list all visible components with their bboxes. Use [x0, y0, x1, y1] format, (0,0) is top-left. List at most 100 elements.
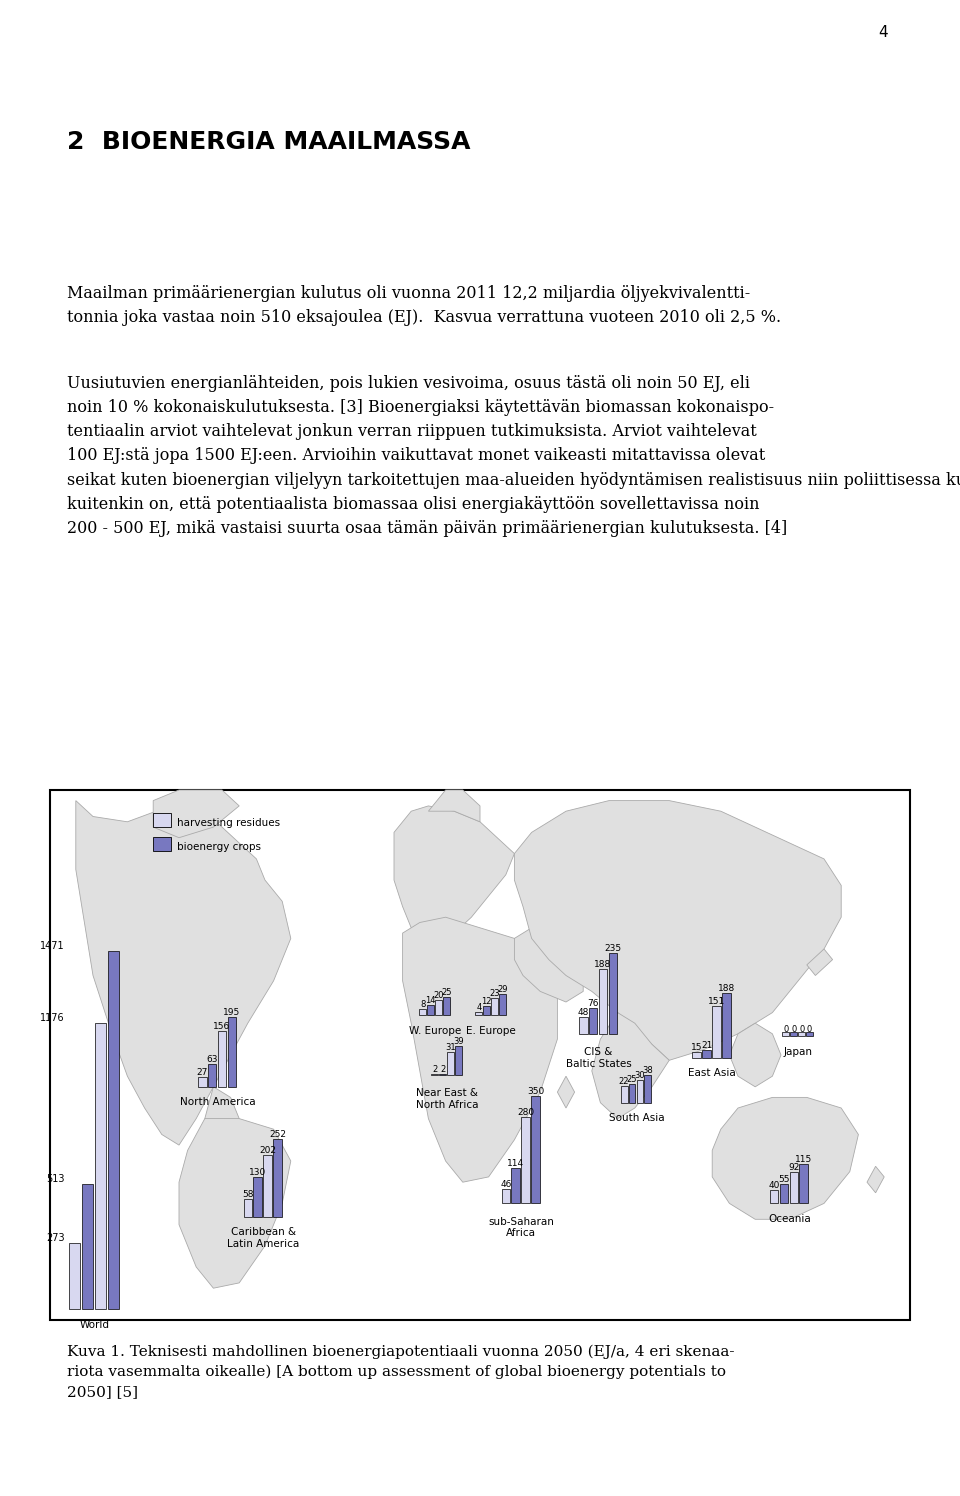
- Bar: [198, 1077, 206, 1086]
- Bar: [780, 1185, 788, 1203]
- Text: Maailman primäärienergian kulutus oli vuonna 2011 12,2 miljardia öljyekvivalentt: Maailman primäärienergian kulutus oli vu…: [67, 286, 781, 326]
- Text: 273: 273: [46, 1233, 64, 1243]
- Bar: [244, 1198, 252, 1216]
- Polygon shape: [730, 1023, 781, 1086]
- Bar: [154, 814, 171, 827]
- Text: World: World: [80, 1319, 109, 1330]
- Bar: [588, 1008, 597, 1034]
- Bar: [447, 1052, 454, 1076]
- Bar: [770, 1189, 779, 1203]
- Text: 46: 46: [500, 1180, 512, 1189]
- Text: 48: 48: [578, 1008, 588, 1017]
- Text: 55: 55: [779, 1176, 790, 1185]
- Bar: [218, 1031, 227, 1086]
- Text: 350: 350: [527, 1086, 544, 1095]
- Polygon shape: [50, 790, 910, 1319]
- Text: Uusiutuvien energianlähteiden, pois lukien vesivoima, osuus tästä oli noin 50 EJ: Uusiutuvien energianlähteiden, pois luki…: [67, 375, 960, 537]
- Text: 115: 115: [795, 1155, 812, 1164]
- Polygon shape: [558, 1076, 575, 1109]
- Bar: [253, 1177, 262, 1216]
- Text: 252: 252: [269, 1129, 286, 1138]
- Polygon shape: [154, 790, 239, 838]
- Bar: [722, 993, 731, 1058]
- Polygon shape: [428, 790, 480, 821]
- Bar: [798, 1032, 805, 1037]
- Text: Japan: Japan: [783, 1047, 813, 1058]
- Text: W. Europe: W. Europe: [409, 1026, 462, 1035]
- Text: 4: 4: [878, 25, 888, 40]
- Text: 8: 8: [420, 1001, 425, 1010]
- Text: 27: 27: [197, 1068, 208, 1077]
- Text: 14: 14: [425, 996, 436, 1005]
- Text: 21: 21: [701, 1041, 712, 1050]
- Bar: [703, 1050, 711, 1058]
- Text: East Asia: East Asia: [688, 1068, 736, 1079]
- Text: 130: 130: [249, 1168, 266, 1177]
- Bar: [609, 953, 617, 1034]
- Text: 63: 63: [206, 1055, 218, 1064]
- Polygon shape: [402, 917, 558, 1182]
- Bar: [501, 1189, 510, 1203]
- Bar: [207, 1064, 216, 1086]
- Text: Near East &
North Africa: Near East & North Africa: [416, 1089, 479, 1110]
- Bar: [108, 951, 119, 1309]
- Bar: [263, 1155, 272, 1216]
- Text: 2: 2: [432, 1065, 438, 1074]
- Text: 0: 0: [791, 1025, 797, 1034]
- Text: 2  BIOENERGIA MAAILMASSA: 2 BIOENERGIA MAAILMASSA: [67, 130, 470, 154]
- Text: 76: 76: [588, 999, 599, 1008]
- Text: CIS &
Baltic States: CIS & Baltic States: [565, 1047, 632, 1068]
- Text: Oceania: Oceania: [768, 1213, 811, 1224]
- Polygon shape: [179, 1119, 291, 1288]
- Text: 202: 202: [259, 1146, 276, 1155]
- Bar: [599, 969, 608, 1034]
- Polygon shape: [806, 948, 832, 975]
- Text: harvesting residues: harvesting residues: [178, 818, 280, 829]
- Bar: [512, 1168, 520, 1203]
- Polygon shape: [515, 800, 841, 1061]
- Bar: [455, 1046, 462, 1076]
- Bar: [95, 1023, 106, 1309]
- Text: 40: 40: [768, 1180, 780, 1189]
- Polygon shape: [515, 928, 584, 1002]
- Text: 0: 0: [799, 1025, 804, 1034]
- Bar: [621, 1086, 628, 1103]
- Bar: [435, 1001, 443, 1016]
- Text: South Asia: South Asia: [609, 1113, 664, 1123]
- Bar: [483, 1007, 491, 1016]
- Text: 20: 20: [434, 992, 444, 1001]
- Text: North America: North America: [180, 1098, 255, 1107]
- Text: 114: 114: [507, 1159, 524, 1168]
- Bar: [69, 1243, 81, 1309]
- Polygon shape: [204, 1086, 239, 1129]
- Text: 25: 25: [442, 987, 452, 996]
- Text: 29: 29: [497, 984, 508, 993]
- Text: 31: 31: [445, 1043, 456, 1052]
- Bar: [800, 1164, 808, 1203]
- Text: 151: 151: [708, 996, 725, 1005]
- Polygon shape: [867, 1167, 884, 1192]
- Bar: [492, 998, 498, 1016]
- Bar: [790, 1032, 797, 1037]
- Text: 188: 188: [594, 960, 612, 969]
- Text: 15: 15: [691, 1044, 703, 1053]
- Bar: [82, 1185, 93, 1309]
- Bar: [712, 1005, 721, 1058]
- Bar: [427, 1005, 434, 1016]
- Text: 235: 235: [604, 944, 621, 953]
- Bar: [274, 1138, 282, 1216]
- Polygon shape: [591, 1013, 669, 1119]
- Text: 0: 0: [783, 1025, 788, 1034]
- Text: bioenergy crops: bioenergy crops: [178, 842, 261, 853]
- Text: 188: 188: [718, 984, 735, 993]
- Polygon shape: [394, 806, 515, 938]
- Bar: [444, 996, 450, 1016]
- Text: Kuva 1. Teknisesti mahdollinen bioenergiapotentiaali vuonna 2050 (EJ/a, 4 eri sk: Kuva 1. Teknisesti mahdollinen bioenergi…: [67, 1345, 734, 1399]
- Text: 1471: 1471: [40, 941, 64, 951]
- Bar: [531, 1095, 540, 1203]
- Bar: [499, 993, 506, 1016]
- Polygon shape: [712, 1098, 858, 1219]
- Bar: [228, 1016, 236, 1086]
- Bar: [782, 1032, 789, 1037]
- Bar: [154, 838, 171, 851]
